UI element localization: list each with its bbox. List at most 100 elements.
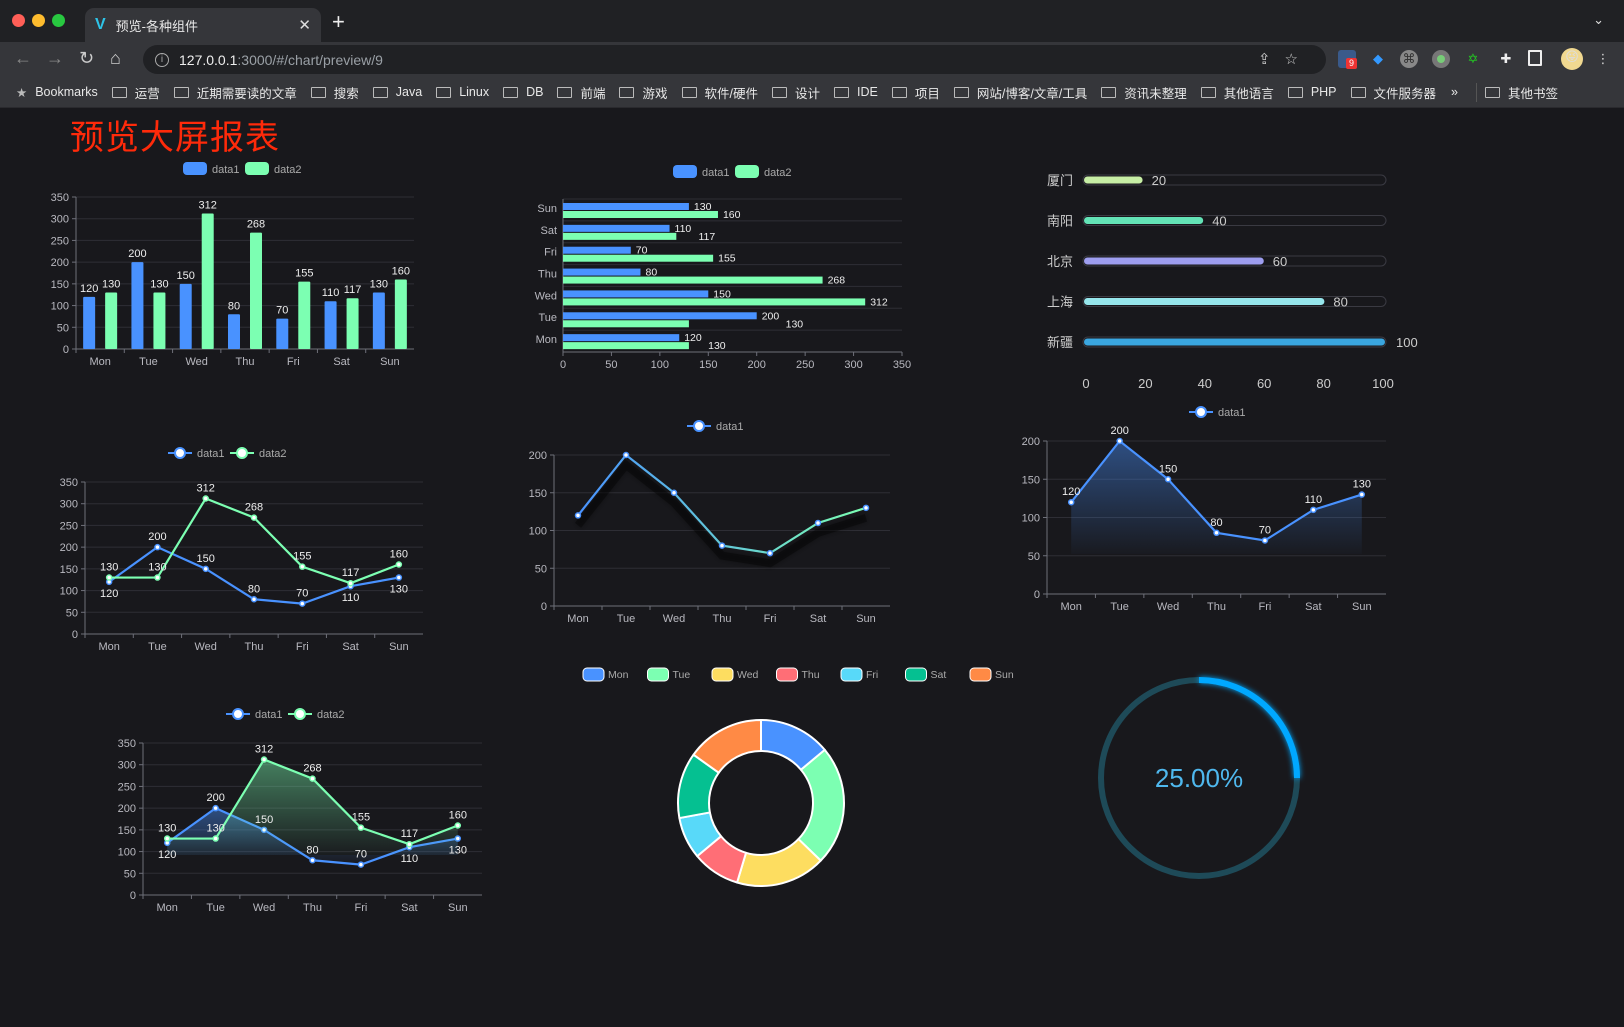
donut-slice-Sun[interactable] <box>692 719 762 774</box>
bar-data2[interactable] <box>563 342 689 350</box>
close-window-button[interactable] <box>12 14 25 27</box>
data-point[interactable] <box>250 514 258 521</box>
bookmark-folder[interactable]: DB <box>503 83 543 102</box>
data-point[interactable] <box>862 504 870 512</box>
legend-swatch-Thu[interactable] <box>776 667 798 682</box>
close-tab-icon[interactable]: ✕ <box>298 17 311 34</box>
data-point[interactable] <box>1213 529 1220 537</box>
data-point[interactable] <box>670 489 678 496</box>
bookmark-folder[interactable]: 网站/博客/文章/工具 <box>953 83 1087 102</box>
data-point[interactable] <box>1164 476 1172 483</box>
data-point[interactable] <box>1358 491 1366 498</box>
command-extension-icon[interactable]: ⌘ <box>1400 50 1418 68</box>
bar-data2[interactable] <box>563 276 823 284</box>
data-point[interactable] <box>154 543 161 551</box>
progress-fill[interactable] <box>1084 298 1325 305</box>
data-point[interactable] <box>622 451 630 459</box>
data-point[interactable] <box>1067 498 1075 506</box>
data-point[interactable] <box>260 756 268 763</box>
data-point[interactable] <box>309 775 316 782</box>
bar-data2[interactable] <box>153 292 166 349</box>
bar-data1[interactable] <box>563 246 631 254</box>
bar-data2[interactable] <box>563 298 866 306</box>
data-point[interactable] <box>250 596 258 603</box>
bar-data1[interactable] <box>324 301 337 349</box>
bookmark-folder[interactable]: 设计 <box>771 83 820 102</box>
data-point[interactable] <box>814 519 822 527</box>
legend-swatch-data2[interactable] <box>735 165 759 178</box>
bookmark-folder[interactable]: 游戏 <box>619 83 668 102</box>
bookmark-folder[interactable]: 项目 <box>891 83 940 102</box>
data-point[interactable] <box>574 512 582 519</box>
data-point[interactable] <box>406 840 413 848</box>
data-point[interactable] <box>357 824 365 831</box>
bar-data1[interactable] <box>563 312 757 320</box>
bar-data2[interactable] <box>563 211 718 218</box>
bar-data1[interactable] <box>563 268 641 276</box>
bar-data2[interactable] <box>563 254 714 262</box>
bar-data1[interactable] <box>563 224 670 232</box>
data-point[interactable] <box>395 561 403 568</box>
legend-swatch-Sun[interactable] <box>969 667 992 682</box>
bar-data2[interactable] <box>394 279 407 349</box>
bookmark-star-icon[interactable]: ☆ <box>1284 51 1312 68</box>
bar-data1[interactable] <box>179 283 192 349</box>
star-extension-icon[interactable]: ✡ <box>1467 51 1479 66</box>
bar-data1[interactable] <box>563 334 680 342</box>
bar-data2[interactable] <box>201 213 214 349</box>
data-point[interactable] <box>299 600 306 607</box>
legend-swatch-Sat[interactable] <box>905 667 927 682</box>
bookmarks-root[interactable]: ★ Bookmarks <box>16 85 98 100</box>
bookmark-folder[interactable]: 运营 <box>111 83 160 102</box>
data-point[interactable] <box>212 804 219 812</box>
bookmark-folder[interactable]: PHP <box>1287 83 1337 102</box>
data-point[interactable] <box>154 574 161 581</box>
bookmark-folder[interactable]: 资讯未整理 <box>1101 83 1187 102</box>
progress-fill[interactable] <box>1084 217 1204 224</box>
diamond-extension-icon[interactable]: ◆ <box>1373 51 1383 66</box>
bar-data2[interactable] <box>105 292 118 349</box>
progress-fill[interactable] <box>1084 338 1385 346</box>
new-tab-button[interactable]: + <box>332 9 345 34</box>
bookmark-folder[interactable]: 近期需要读的文章 <box>173 83 297 102</box>
progress-fill[interactable] <box>1084 257 1264 265</box>
puzzle-extensions-icon[interactable]: ✚ <box>1500 51 1512 66</box>
legend-swatch-Wed[interactable] <box>711 667 734 682</box>
data-point[interactable] <box>105 574 113 581</box>
legend-swatch-data1[interactable] <box>183 162 207 175</box>
data-point[interactable] <box>766 549 774 557</box>
menu-kebab-icon[interactable]: ⋮ <box>1596 51 1610 66</box>
address-bar[interactable]: i 127.0.0.1:3000/#/chart/preview/9 ⇪☆ <box>143 45 1326 74</box>
side-panel-icon[interactable] <box>1528 50 1542 66</box>
data-point[interactable] <box>299 563 306 570</box>
data-point[interactable] <box>347 579 354 587</box>
minimize-window-button[interactable] <box>32 14 45 27</box>
other-bookmarks[interactable]: 其他书签 <box>1475 82 1558 102</box>
bookmark-folder[interactable]: Java <box>372 83 422 102</box>
bookmarks-overflow-icon[interactable]: » <box>1451 85 1458 99</box>
circle-extension-icon[interactable] <box>1432 50 1450 68</box>
data-point[interactable] <box>202 495 209 502</box>
data-point[interactable] <box>163 835 171 842</box>
data-point[interactable] <box>1261 537 1269 544</box>
bookmark-folder[interactable]: 其他语言 <box>1200 83 1274 102</box>
bar-data2[interactable] <box>250 232 262 349</box>
back-icon[interactable]: ← <box>14 48 32 68</box>
bar-data1[interactable] <box>276 318 289 349</box>
legend-swatch-Mon[interactable] <box>582 667 605 682</box>
bar-data1[interactable] <box>372 292 385 349</box>
data-point[interactable] <box>202 565 209 573</box>
legend-swatch-Fri[interactable] <box>840 667 863 682</box>
data-point[interactable] <box>309 857 316 864</box>
bar-data1[interactable] <box>83 296 96 349</box>
bookmark-folder[interactable]: 前端 <box>557 83 605 102</box>
profile-avatar[interactable]: 😜 <box>1561 48 1583 70</box>
maximize-window-button[interactable] <box>52 14 65 27</box>
bookmark-folder[interactable]: 搜索 <box>310 83 359 102</box>
bar-data2[interactable] <box>346 298 359 349</box>
data-point[interactable] <box>1310 506 1317 514</box>
bookmark-folder[interactable]: IDE <box>834 83 878 102</box>
data-point[interactable] <box>454 822 462 829</box>
data-point[interactable] <box>718 542 726 549</box>
progress-fill[interactable] <box>1084 176 1143 184</box>
